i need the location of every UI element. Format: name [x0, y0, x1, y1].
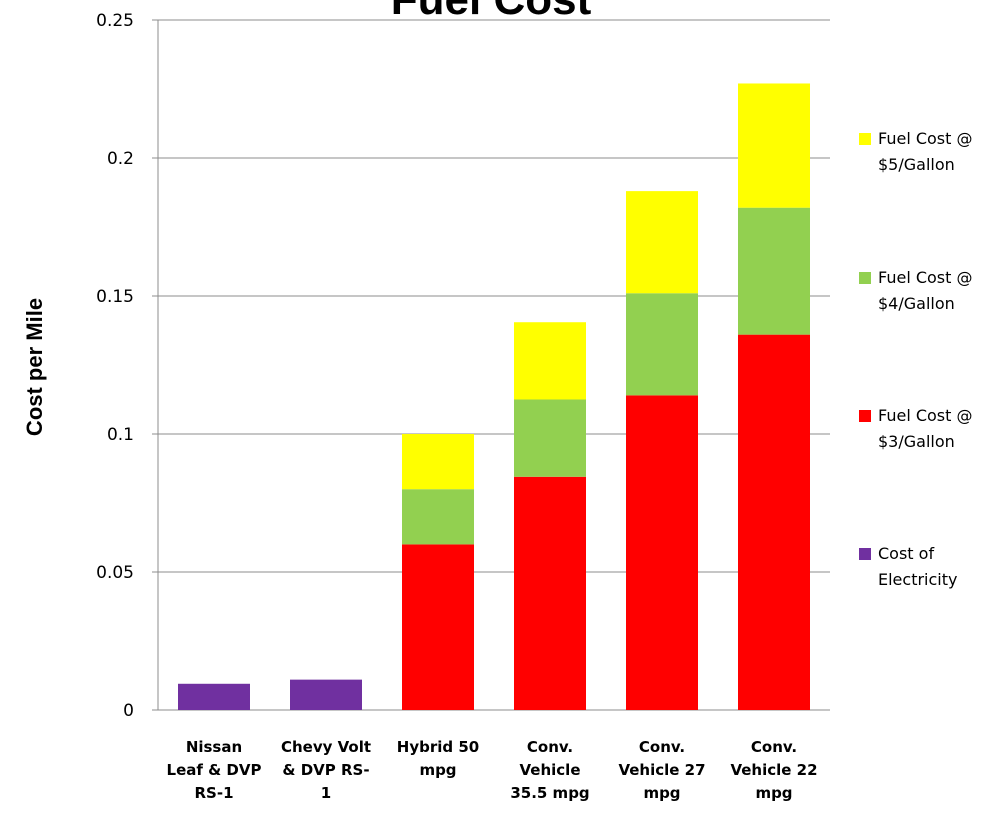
legend-swatch — [859, 133, 871, 145]
bar-segment — [626, 191, 698, 294]
y-tick-label: 0.2 — [107, 149, 134, 169]
legend: Fuel Cost @ $5/Gallon Fuel Cost @ $4/Gallon… — [859, 129, 973, 589]
bar-segment — [738, 334, 810, 710]
chart-title: Fuel Cost — [391, 0, 592, 24]
y-tick-label: 0.1 — [107, 425, 134, 445]
gridlines — [152, 19, 830, 711]
y-tick-label: 0.05 — [96, 563, 134, 583]
bar-segment — [626, 293, 698, 396]
category-label: Nissan Leaf & DVP RS-1 — [167, 738, 262, 802]
legend-entry: Cost of Electricity — [878, 544, 957, 589]
legend-swatch — [859, 410, 871, 422]
legend-swatch — [859, 272, 871, 284]
bars — [178, 83, 810, 710]
category-label: Conv. Vehicle 22 mpg — [730, 738, 817, 802]
category-labels: Nissan Leaf & DVP RS-1 Chevy Volt & DVP RS-1… — [167, 738, 818, 802]
y-tick-label: 0.25 — [96, 11, 134, 31]
legend-entry: Fuel Cost @ $3/Gallon — [878, 406, 973, 451]
category-label: Conv. Vehicle 35.5 mpg — [510, 738, 589, 802]
bar-segment — [626, 395, 698, 710]
y-tick-label: 0 — [123, 701, 134, 721]
bar-segment — [402, 544, 474, 710]
bar-segment — [514, 399, 586, 477]
y-tick-labels: 0 0.05 0.1 0.15 0.2 0.25 — [96, 11, 134, 721]
bar-segment — [738, 83, 810, 208]
legend-entry: Fuel Cost @ $4/Gallon — [878, 268, 973, 313]
y-axis-label: Cost per Mile — [22, 298, 47, 436]
legend-swatch — [859, 548, 871, 560]
bar-segment — [402, 489, 474, 545]
category-label: Conv. Vehicle 27 mpg — [618, 738, 705, 802]
bar-segment — [290, 679, 362, 710]
legend-entry: Fuel Cost @ $5/Gallon — [878, 129, 973, 174]
bar-segment — [178, 683, 250, 710]
bar-segment — [514, 322, 586, 400]
category-label: Chevy Volt & DVP RS-1 — [281, 738, 371, 802]
bar-segment — [738, 207, 810, 335]
bar-segment — [402, 434, 474, 490]
y-tick-label: 0.15 — [96, 287, 134, 307]
bar-segment — [514, 476, 586, 710]
category-label: Hybrid 50 mpg — [397, 738, 479, 779]
